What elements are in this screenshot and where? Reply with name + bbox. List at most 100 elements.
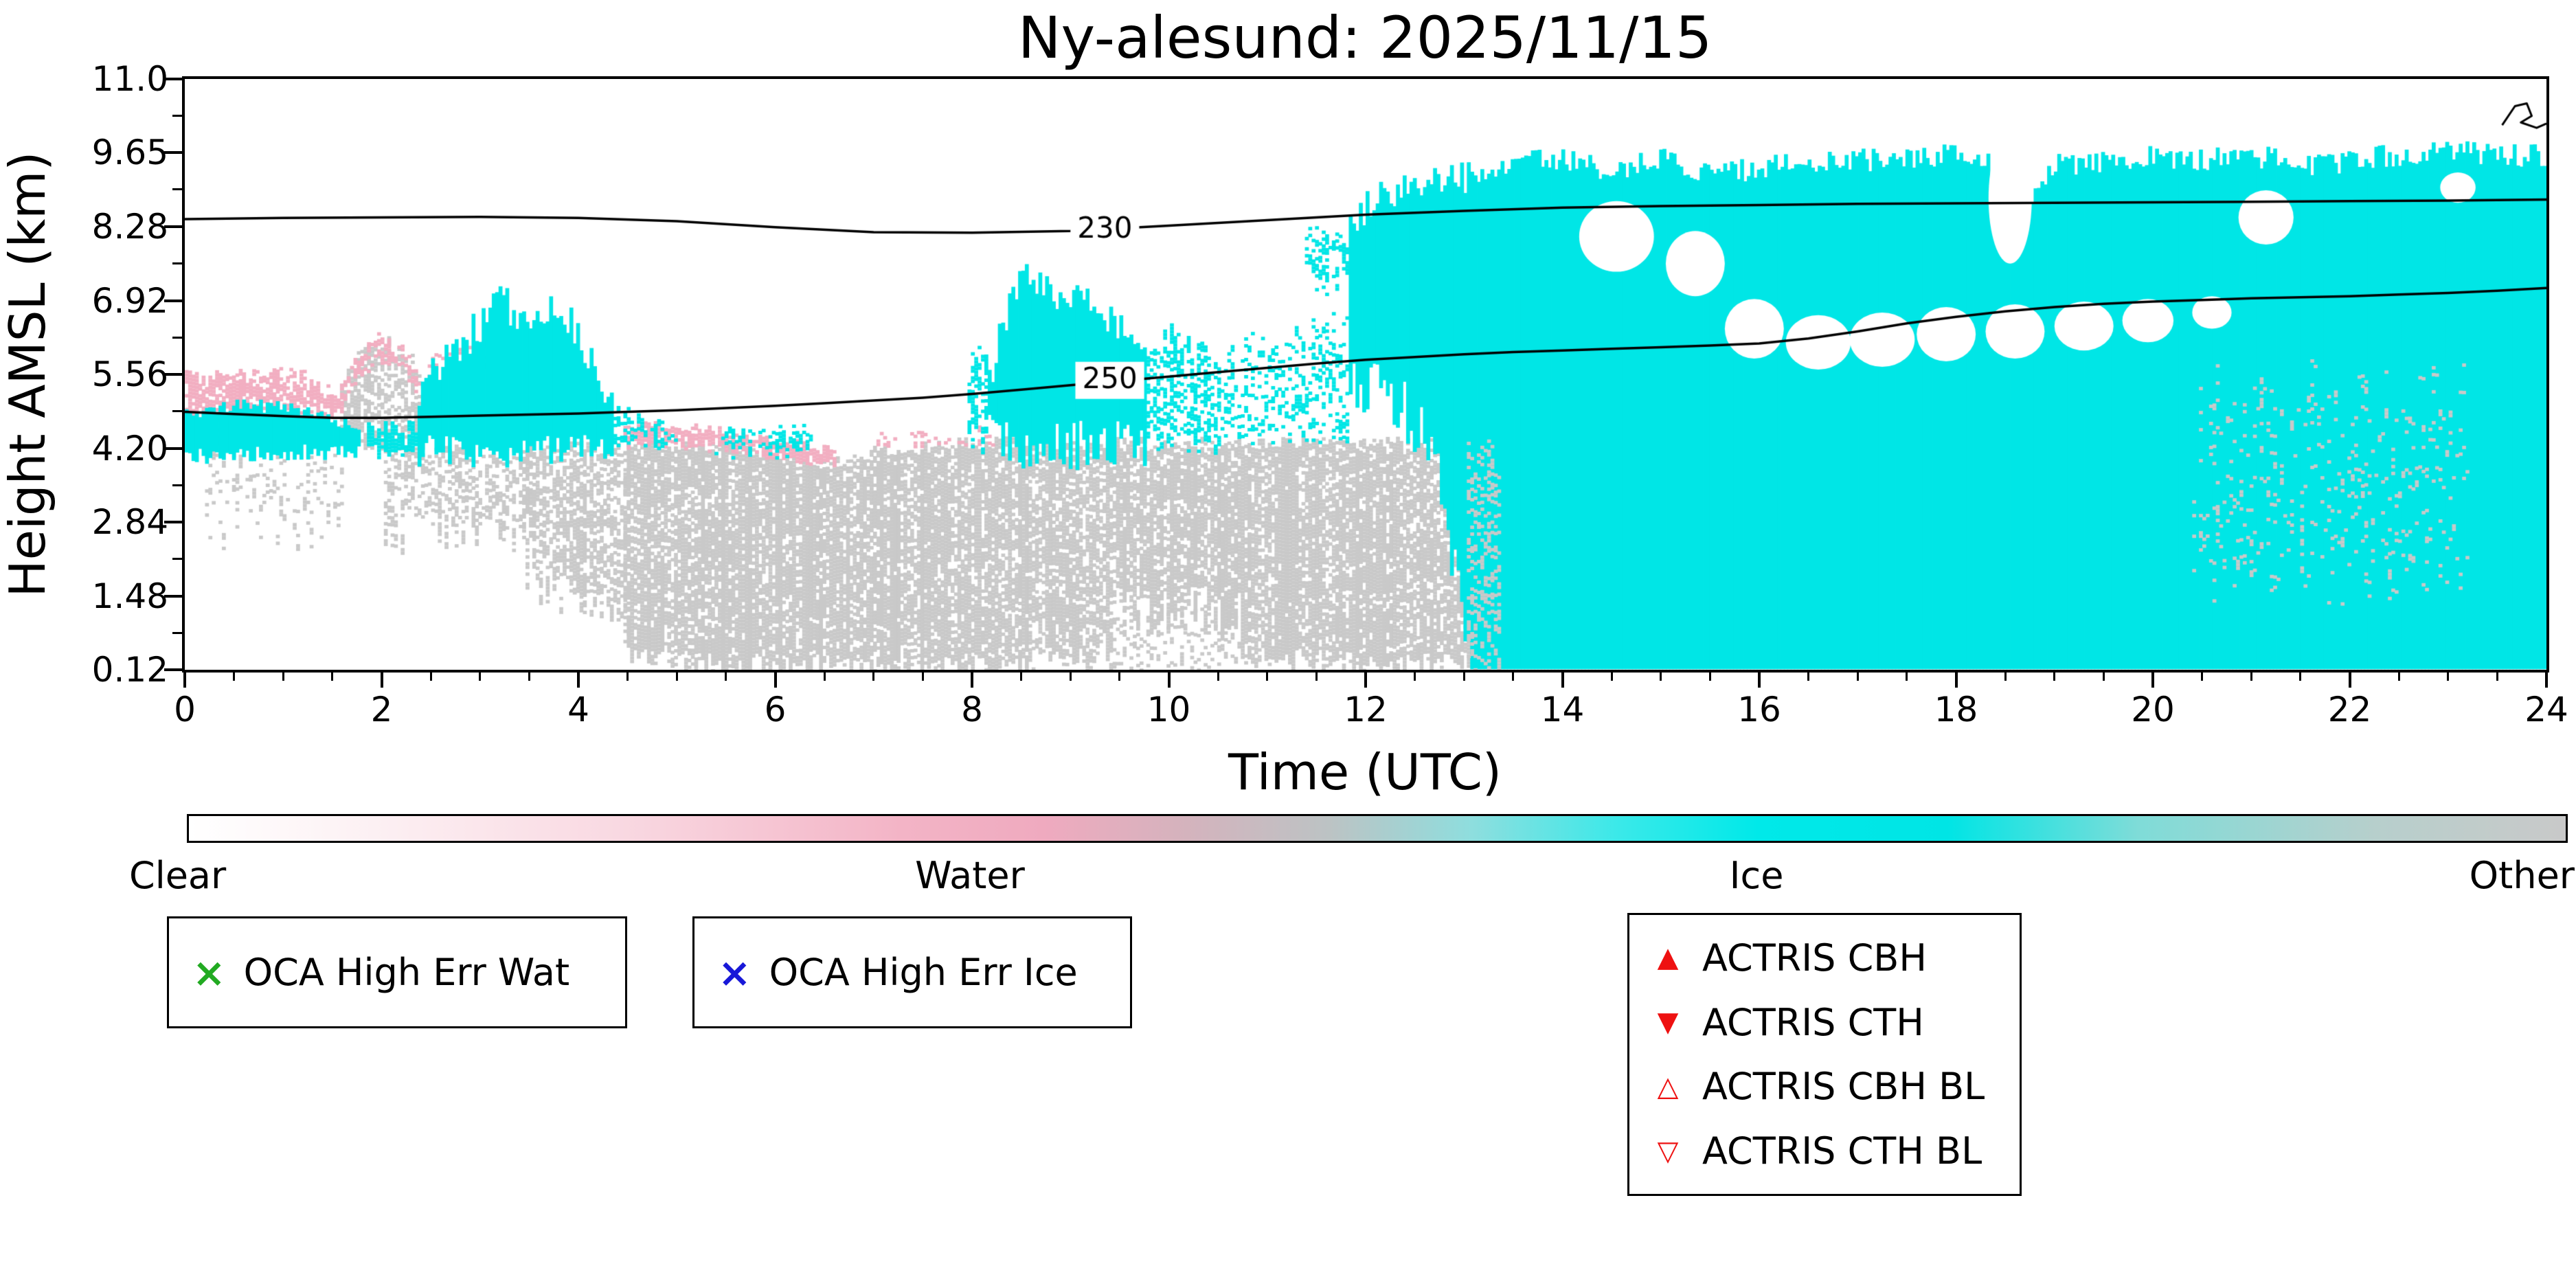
x-minor-tick bbox=[921, 671, 924, 681]
actris-legend-label: ACTRIS CBH BL bbox=[1702, 1065, 1985, 1109]
y-minor-tick bbox=[172, 188, 182, 191]
colorbar-label-other: Other bbox=[2469, 854, 2575, 897]
x-tick-label: 0 bbox=[174, 690, 196, 730]
x-major-tick bbox=[1758, 671, 1761, 688]
y-tick-label: 4.20 bbox=[91, 428, 168, 468]
x-tick-label: 18 bbox=[1934, 690, 1978, 730]
colorbar-label-water: Water bbox=[915, 854, 1025, 897]
x-major-tick bbox=[1561, 671, 1564, 688]
legend-box-oca-ice: × OCA High Err Ice bbox=[692, 916, 1132, 1028]
x-axis-label: Time (UTC) bbox=[1228, 743, 1502, 801]
x-minor-tick bbox=[626, 671, 629, 681]
x-minor-tick bbox=[2447, 671, 2450, 681]
legend-label-oca-ice: OCA High Err Ice bbox=[769, 951, 1078, 994]
y-major-tick bbox=[164, 78, 182, 80]
x-major-tick bbox=[773, 671, 777, 688]
x-minor-tick bbox=[2053, 671, 2056, 681]
x-minor-tick bbox=[479, 671, 482, 681]
x-marker-icon: × bbox=[718, 949, 752, 996]
x-minor-tick bbox=[1266, 671, 1269, 681]
colorbar bbox=[187, 814, 2568, 843]
y-major-tick bbox=[164, 521, 182, 523]
x-major-tick bbox=[577, 671, 580, 688]
x-minor-tick bbox=[1217, 671, 1219, 681]
y-tick-label: 6.92 bbox=[91, 280, 168, 321]
x-tick-label: 8 bbox=[961, 690, 983, 730]
y-minor-tick bbox=[172, 484, 182, 486]
x-minor-tick bbox=[282, 671, 284, 681]
x-minor-tick bbox=[2201, 671, 2204, 681]
y-major-tick bbox=[164, 373, 182, 376]
x-minor-tick bbox=[331, 671, 334, 681]
colorbar-label-clear: Clear bbox=[129, 854, 227, 897]
legend-label-oca-wat: OCA High Err Wat bbox=[243, 951, 570, 994]
x-tick-label: 24 bbox=[2524, 690, 2568, 730]
y-tick-label: 9.65 bbox=[91, 132, 168, 172]
x-minor-tick bbox=[528, 671, 530, 681]
x-minor-tick bbox=[1807, 671, 1810, 681]
y-tick-label: 11.0 bbox=[91, 59, 168, 99]
plot-area bbox=[182, 76, 2549, 673]
triangle-marker-icon: ▼ bbox=[1657, 1006, 1679, 1039]
x-minor-tick bbox=[1118, 671, 1121, 681]
x-minor-tick bbox=[1414, 671, 1416, 681]
x-tick-label: 20 bbox=[2131, 690, 2175, 730]
x-major-tick bbox=[2348, 671, 2351, 688]
y-major-tick bbox=[164, 447, 182, 450]
x-minor-tick bbox=[1069, 671, 1072, 681]
x-minor-tick bbox=[2496, 671, 2498, 681]
actris-legend-item: ▽ ACTRIS CTH BL bbox=[1650, 1129, 2020, 1173]
x-minor-tick bbox=[1462, 671, 1465, 681]
actris-legend-label: ACTRIS CTH bbox=[1702, 1000, 1924, 1044]
y-minor-tick bbox=[172, 631, 182, 634]
classification-plot-canvas bbox=[185, 79, 2546, 670]
x-major-tick bbox=[2151, 671, 2154, 688]
x-minor-tick bbox=[2102, 671, 2105, 681]
x-minor-tick bbox=[233, 671, 236, 681]
y-tick-label: 1.48 bbox=[91, 576, 168, 616]
x-major-tick bbox=[971, 671, 973, 688]
colorbar-label-ice: Ice bbox=[1729, 854, 1784, 897]
y-tick-label: 5.56 bbox=[91, 354, 168, 394]
x-major-tick bbox=[1954, 671, 1958, 688]
x-tick-label: 2 bbox=[370, 690, 393, 730]
x-major-tick bbox=[380, 671, 383, 688]
x-minor-tick bbox=[1708, 671, 1711, 681]
chart-title: Ny-alesund: 2025/11/15 bbox=[1017, 4, 1713, 71]
y-minor-tick bbox=[172, 336, 182, 339]
y-tick-label: 0.12 bbox=[91, 650, 168, 690]
y-major-tick bbox=[164, 225, 182, 228]
y-major-tick bbox=[164, 668, 182, 671]
x-minor-tick bbox=[2299, 671, 2302, 681]
x-minor-tick bbox=[1315, 671, 1318, 681]
y-tick-label: 2.84 bbox=[91, 502, 168, 542]
triangle-marker-icon: ▽ bbox=[1657, 1135, 1679, 1167]
x-minor-tick bbox=[1020, 671, 1023, 681]
x-major-tick bbox=[1364, 671, 1367, 688]
x-minor-tick bbox=[2250, 671, 2252, 681]
x-minor-tick bbox=[1660, 671, 1662, 681]
actris-legend-item: ▼ ACTRIS CTH bbox=[1650, 1001, 2020, 1044]
actris-legend-item: △ ACTRIS CBH BL bbox=[1650, 1065, 2020, 1108]
x-tick-label: 14 bbox=[1540, 690, 1585, 730]
x-minor-tick bbox=[675, 671, 678, 681]
x-minor-tick bbox=[2004, 671, 2007, 681]
x-minor-tick bbox=[1512, 671, 1515, 681]
y-minor-tick bbox=[172, 114, 182, 117]
y-minor-tick bbox=[172, 410, 182, 413]
x-minor-tick bbox=[1610, 671, 1613, 681]
x-tick-label: 6 bbox=[764, 690, 787, 730]
x-tick-label: 12 bbox=[1344, 690, 1388, 730]
x-tick-label: 4 bbox=[567, 690, 589, 730]
x-minor-tick bbox=[429, 671, 432, 681]
x-major-tick bbox=[1167, 671, 1171, 688]
y-major-tick bbox=[164, 299, 182, 302]
triangle-marker-icon: △ bbox=[1657, 1070, 1679, 1103]
x-minor-tick bbox=[2397, 671, 2400, 681]
y-tick-label: 8.28 bbox=[91, 207, 168, 247]
y-major-tick bbox=[164, 150, 182, 154]
triangle-marker-icon: ▲ bbox=[1657, 942, 1679, 974]
actris-legend-label: ACTRIS CBH bbox=[1702, 936, 1927, 980]
actris-legend-label: ACTRIS CTH BL bbox=[1702, 1129, 1982, 1173]
